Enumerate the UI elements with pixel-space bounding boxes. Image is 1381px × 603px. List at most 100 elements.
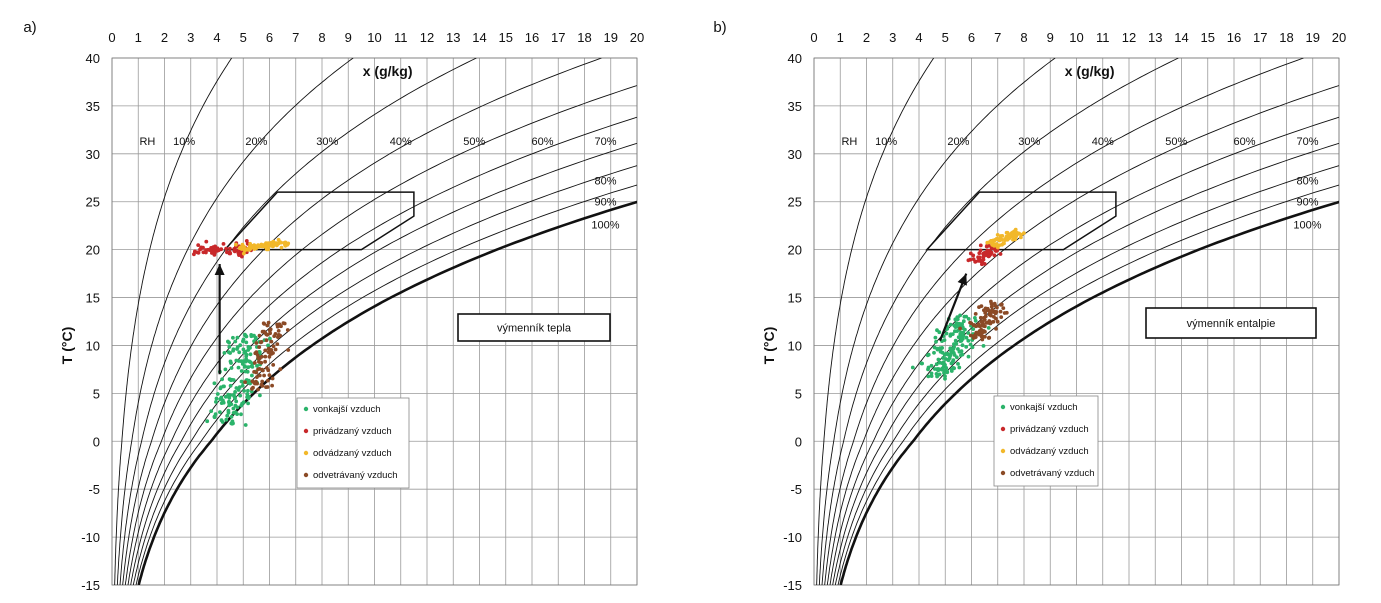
data-point (948, 332, 953, 337)
data-point (234, 399, 239, 404)
data-point (995, 305, 999, 310)
data-point (218, 386, 223, 391)
y-tick-label: -15 (783, 578, 802, 593)
data-point (273, 332, 278, 336)
rh-label: 50% (463, 136, 485, 148)
data-point (214, 396, 219, 401)
data-point (271, 344, 276, 349)
data-point (226, 350, 231, 355)
data-point (247, 359, 252, 364)
data-point (263, 354, 268, 359)
data-point (973, 316, 977, 320)
data-point (971, 323, 976, 327)
annotation-box (1145, 307, 1317, 339)
data-point (229, 402, 234, 407)
data-point (228, 246, 232, 251)
x-tick-label: 3 (187, 30, 194, 45)
x-tick-label: 4 (213, 30, 220, 45)
data-point (250, 365, 255, 369)
data-point (260, 244, 264, 249)
data-point (244, 239, 249, 243)
y-tick-label: 30 (86, 147, 100, 162)
plot-frame (111, 57, 638, 586)
x-tick-label: 20 (1332, 30, 1346, 45)
data-point (952, 353, 957, 357)
legend-label: vonkajší vzduch (1010, 402, 1078, 413)
data-point (966, 354, 971, 359)
legend-marker (303, 406, 309, 412)
rh-label: 100% (1293, 220, 1321, 232)
data-point (257, 333, 262, 338)
data-point (237, 350, 242, 355)
data-point (232, 249, 237, 254)
data-point (960, 343, 965, 348)
data-point (968, 342, 973, 347)
data-point (980, 337, 985, 342)
data-point (992, 253, 997, 258)
y-tick-label: 15 (788, 291, 802, 306)
data-point (926, 374, 931, 379)
data-point (935, 368, 940, 372)
data-point (271, 363, 276, 367)
data-point (966, 338, 971, 343)
data-point (209, 409, 214, 413)
data-point (264, 385, 268, 389)
data-point (218, 410, 222, 414)
data-point (265, 366, 269, 370)
legend-marker (1000, 448, 1006, 454)
data-point (971, 327, 976, 331)
y-tick-label: -10 (783, 530, 802, 545)
data-point (958, 339, 963, 343)
x-tick-label: 16 (1227, 30, 1241, 45)
data-point (231, 411, 236, 415)
rh-curve-70 (130, 142, 637, 585)
y-tick-label: -5 (88, 482, 100, 497)
data-point (929, 374, 934, 378)
data-point (956, 362, 960, 366)
data-point (270, 383, 274, 388)
rh-curve-50 (826, 85, 1339, 585)
data-point (1007, 233, 1012, 238)
data-point (269, 339, 274, 344)
data-point (971, 253, 976, 258)
data-point (1011, 236, 1016, 241)
panel-label: b) (713, 19, 726, 36)
rh-label: 60% (1233, 136, 1255, 148)
data-point (932, 350, 936, 355)
data-point (230, 419, 235, 424)
data-point (233, 339, 238, 344)
annotation-box (457, 313, 611, 342)
data-point (223, 367, 228, 372)
data-point (239, 379, 244, 384)
data-point (248, 346, 252, 350)
rh-curve-90 (135, 184, 637, 585)
data-point (222, 351, 227, 355)
legend-label: odvádzaný vzduch (313, 448, 392, 459)
data-point (259, 354, 264, 359)
legend-label: privádzaný vzduch (1010, 424, 1089, 435)
data-point (282, 321, 287, 326)
data-point (212, 381, 217, 386)
data-point (979, 304, 984, 308)
data-point (263, 359, 267, 364)
data-point (259, 340, 264, 344)
data-point (229, 366, 234, 370)
x-tick-label: 13 (1148, 30, 1162, 45)
data-point (233, 403, 238, 408)
data-point (204, 239, 209, 244)
x-tick-label: 0 (810, 30, 817, 45)
data-point (978, 248, 983, 253)
data-point (995, 319, 1000, 324)
data-point (246, 365, 251, 370)
annotation-text: výmenník entalpie (1187, 318, 1276, 330)
data-point (957, 321, 962, 326)
data-point (971, 257, 976, 262)
data-point (222, 384, 226, 389)
data-point (261, 368, 265, 373)
data-point (285, 328, 290, 332)
x-tick-label: 2 (161, 30, 168, 45)
y-tick-label: 10 (86, 338, 100, 353)
data-point (268, 336, 272, 341)
data-point (231, 406, 236, 411)
